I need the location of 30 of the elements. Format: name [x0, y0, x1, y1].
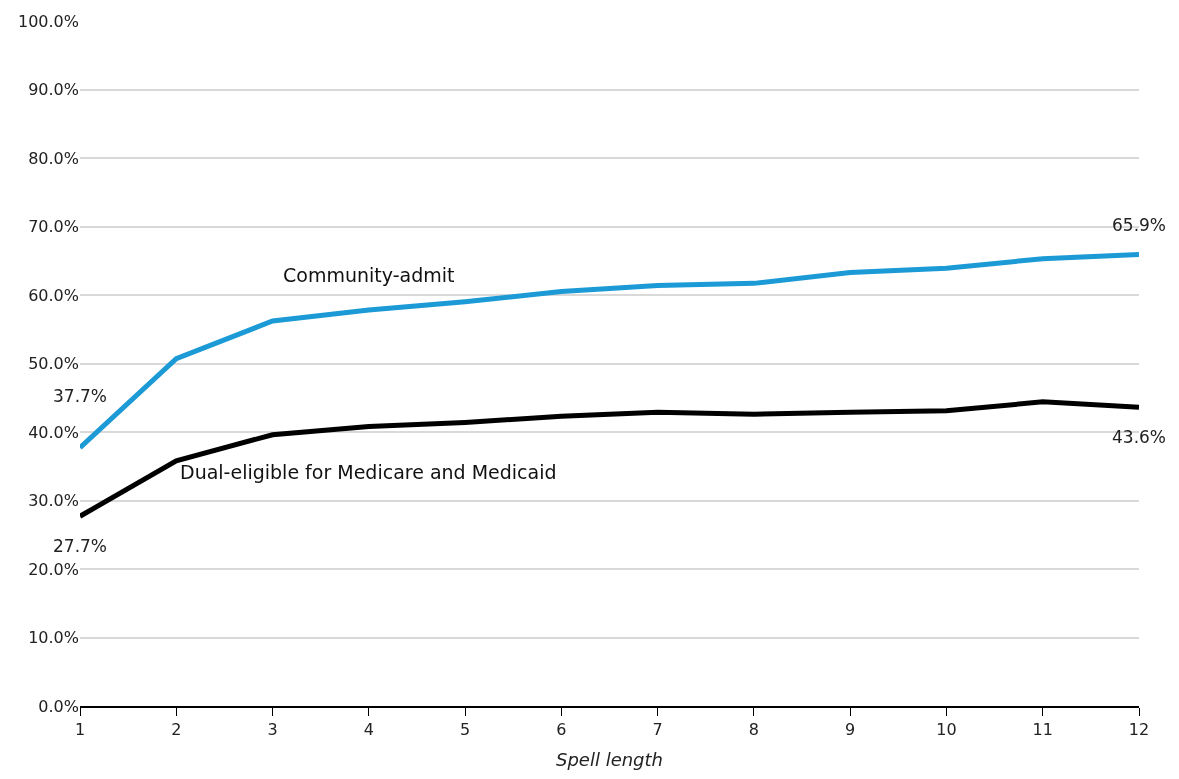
y-tick-label: 100.0%: [17, 11, 79, 31]
y-tick-label: 60.0%: [28, 285, 79, 305]
x-tick-label: 4: [363, 720, 374, 740]
x-tick-label: 8: [748, 720, 759, 740]
x-tick-label: 9: [845, 720, 856, 740]
data-label: 37.7%: [53, 386, 108, 406]
y-tick-label: 10.0%: [28, 628, 79, 648]
x-axis-title: Spell length: [555, 748, 664, 770]
y-tick-label: 20.0%: [28, 559, 79, 579]
y-tick-label: 90.0%: [28, 80, 79, 100]
y-tick-label: 40.0%: [28, 422, 79, 442]
y-tick-label: 80.0%: [28, 148, 79, 168]
x-tick-label: 5: [460, 720, 471, 740]
x-tick-label: 11: [1032, 720, 1053, 740]
x-tick-label: 10: [936, 720, 957, 740]
data-label: 27.7%: [53, 536, 108, 556]
y-tick-label: 70.0%: [28, 217, 79, 237]
x-tick-label: 7: [652, 720, 663, 740]
x-tick-label: 6: [556, 720, 567, 740]
y-tick-label: 30.0%: [28, 491, 79, 511]
x-tick-label: 12: [1128, 720, 1150, 740]
series-label: Dual-eligible for Medicare and Medicaid: [180, 461, 557, 483]
x-tick-label: 3: [267, 720, 278, 740]
y-tick-label: 0.0%: [38, 696, 79, 716]
y-tick-label: 50.0%: [28, 354, 79, 374]
series-label: Community-admit: [283, 264, 455, 286]
data-label: 43.6%: [1112, 427, 1167, 447]
x-tick-label: 1: [74, 720, 86, 740]
data-label: 65.9%: [1112, 215, 1167, 235]
x-tick-label: 2: [171, 720, 182, 740]
